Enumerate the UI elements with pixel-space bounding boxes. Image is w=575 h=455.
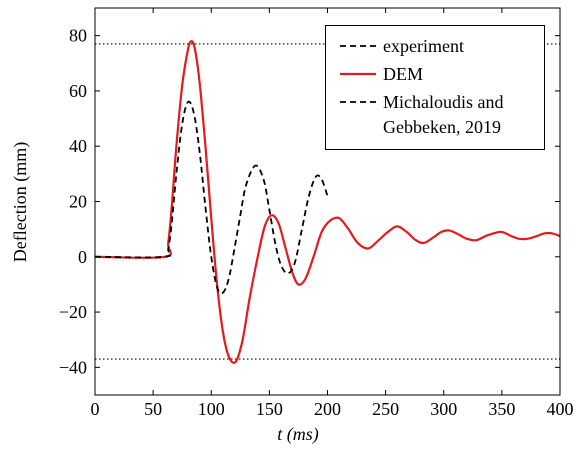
x-tick-label: 350 [488,399,515,419]
x-tick-label: 250 [372,399,399,419]
legend-label: experiment [383,36,464,56]
series-line [94,100,329,295]
x-tick-label: 100 [198,399,225,419]
legend-swatch [340,45,376,47]
y-tick-label: 60 [69,81,87,101]
legend-label: Michaloudis and Gebbeken, 2019 [383,92,504,137]
y-tick-label: 40 [69,136,87,156]
plot-frame [94,7,561,396]
legend: experiment DEM Michaloudis and Gebbeken, 2… [325,25,545,150]
legend-swatch [340,101,376,103]
x-tick-label: 200 [314,399,341,419]
series-line [94,40,561,364]
x-axis-title: t (ms) [277,424,319,445]
x-tick-label: 150 [256,399,283,419]
y-tick-label: 20 [69,192,87,212]
legend-entry: experiment [326,34,538,59]
x-tick-label: 50 [144,399,162,419]
x-tick-label: 400 [547,399,574,419]
y-tick-label: 80 [69,26,87,46]
x-tick-label: 0 [91,399,100,419]
legend-entry: Michaloudis and Gebbeken, 2019 [326,90,538,140]
y-tick-label: 0 [78,247,87,267]
legend-label: DEM [383,64,423,84]
x-tick-label: 300 [430,399,457,419]
y-tick-label: −40 [59,357,87,377]
y-tick-label: −20 [59,302,87,322]
y-axis-title: Deflection (mm) [10,142,31,262]
legend-entry: DEM [326,62,538,87]
legend-swatch [340,72,376,76]
